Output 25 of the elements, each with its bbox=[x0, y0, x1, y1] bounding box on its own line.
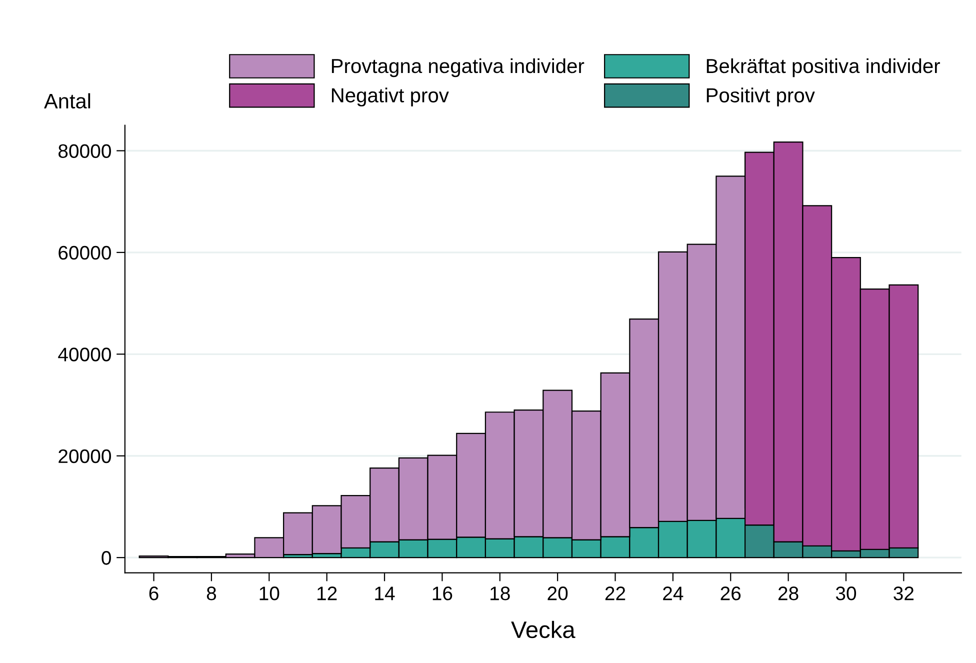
x-tick-label: 14 bbox=[375, 586, 395, 600]
x-axis-title: Vecka bbox=[511, 620, 576, 638]
y-tick-label: 80000 bbox=[58, 144, 111, 158]
x-tick-label: 20 bbox=[548, 586, 568, 600]
x-tick-label: 24 bbox=[663, 586, 684, 600]
x-tick-label: 12 bbox=[317, 586, 337, 600]
x-tick-label: 30 bbox=[836, 586, 856, 600]
x-tick-label: 6 bbox=[149, 586, 158, 600]
x-tick-label: 16 bbox=[432, 586, 452, 600]
x-tick-label: 32 bbox=[894, 586, 914, 600]
y-tick-label: 20000 bbox=[58, 449, 111, 464]
legend-label: Negativt prov bbox=[332, 88, 449, 106]
legend-label: Bekräftat positiva individer bbox=[706, 58, 940, 78]
y-axis-title: Antal bbox=[44, 93, 90, 109]
x-tick-label: 18 bbox=[490, 586, 510, 600]
x-tick-label: 10 bbox=[260, 586, 280, 600]
x-tick-label: 8 bbox=[206, 586, 216, 600]
legend-label: Provtagna negativa individer bbox=[332, 58, 584, 78]
x-tick-label: 26 bbox=[720, 586, 741, 600]
y-tick-label: 40000 bbox=[58, 348, 111, 362]
x-tick-label: 22 bbox=[605, 586, 626, 600]
legend-label: Positivt prov bbox=[706, 88, 815, 106]
y-tick-label: 60000 bbox=[58, 246, 111, 260]
y-tick-label: 0 bbox=[102, 551, 111, 565]
x-tick-label: 28 bbox=[778, 586, 798, 600]
